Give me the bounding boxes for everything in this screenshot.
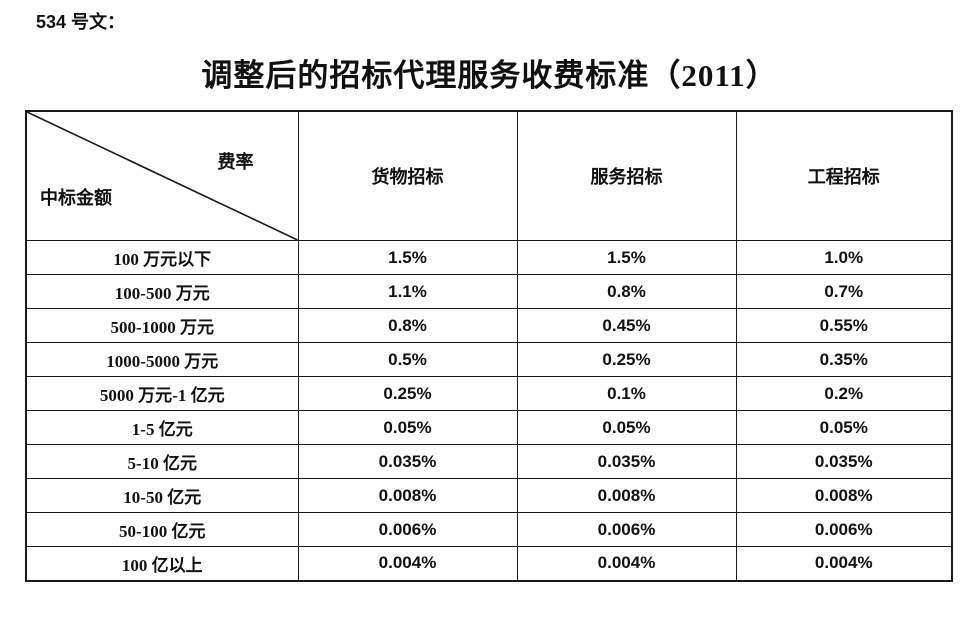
- table-row: 1000-5000 万元 0.5% 0.25% 0.35%: [25, 342, 953, 377]
- table-row: 10-50 亿元 0.008% 0.008% 0.008%: [25, 478, 953, 513]
- rate-cell: 0.05%: [297, 410, 518, 445]
- rate-cell: 0.008%: [735, 478, 953, 513]
- fee-table: 费率 中标金额 货物招标 服务招标 工程招标 100 万元以下 1.5% 1.5…: [25, 110, 953, 582]
- table-row: 100 亿以上 0.004% 0.004% 0.004%: [25, 546, 953, 581]
- rate-cell: 0.035%: [516, 444, 737, 479]
- rate-cell: 0.5%: [297, 342, 518, 377]
- amount-range-cell: 1-5 亿元: [25, 410, 299, 445]
- corner-amount-label: 中标金额: [40, 188, 112, 208]
- table-row: 50-100 亿元 0.006% 0.006% 0.006%: [25, 512, 953, 547]
- doc-number: 534 号文：: [36, 12, 126, 32]
- rate-cell: 0.004%: [297, 546, 518, 581]
- rate-cell: 1.0%: [735, 240, 953, 275]
- rate-cell: 0.008%: [516, 478, 737, 513]
- rate-cell: 0.008%: [297, 478, 518, 513]
- rate-cell: 0.006%: [297, 512, 518, 547]
- rate-cell: 0.1%: [516, 376, 737, 411]
- table-row: 5000 万元-1 亿元 0.25% 0.1% 0.2%: [25, 376, 953, 411]
- rate-cell: 1.5%: [297, 240, 518, 275]
- amount-range-cell: 5000 万元-1 亿元: [25, 376, 299, 411]
- amount-range-cell: 5-10 亿元: [25, 444, 299, 479]
- rate-cell: 0.8%: [516, 274, 737, 309]
- rate-cell: 0.7%: [735, 274, 953, 309]
- amount-range-cell: 100-500 万元: [25, 274, 299, 309]
- table-row: 1-5 亿元 0.05% 0.05% 0.05%: [25, 410, 953, 445]
- column-header-goods-bidding: 货物招标: [297, 110, 518, 241]
- corner-rate-label: 费率: [217, 152, 254, 172]
- rate-cell: 0.55%: [735, 308, 953, 343]
- corner-header-cell: 费率 中标金额: [25, 110, 299, 241]
- table-row: 100 万元以下 1.5% 1.5% 1.0%: [25, 240, 953, 275]
- rate-cell: 0.45%: [516, 308, 737, 343]
- rate-cell: 0.004%: [735, 546, 953, 581]
- amount-range-cell: 500-1000 万元: [25, 308, 299, 343]
- rate-cell: 0.05%: [735, 410, 953, 445]
- rate-cell: 0.05%: [516, 410, 737, 445]
- rate-cell: 0.035%: [297, 444, 518, 479]
- column-header-engineering-bidding: 工程招标: [735, 110, 953, 241]
- rate-cell: 0.006%: [516, 512, 737, 547]
- column-header-service-bidding: 服务招标: [516, 110, 737, 241]
- amount-range-cell: 100 亿以上: [25, 546, 299, 581]
- diagonal-divider-line: [27, 112, 298, 240]
- table-row: 500-1000 万元 0.8% 0.45% 0.55%: [25, 308, 953, 343]
- rate-cell: 0.006%: [735, 512, 953, 547]
- rate-cell: 0.2%: [735, 376, 953, 411]
- header-row: 费率 中标金额 货物招标 服务招标 工程招标: [25, 110, 953, 241]
- rate-cell: 0.25%: [516, 342, 737, 377]
- page-title: 调整后的招标代理服务收费标准（2011）: [201, 58, 778, 93]
- rate-cell: 0.35%: [735, 342, 953, 377]
- amount-range-cell: 10-50 亿元: [25, 478, 299, 513]
- amount-range-cell: 1000-5000 万元: [25, 342, 299, 377]
- amount-range-cell: 50-100 亿元: [25, 512, 299, 547]
- rate-cell: 0.8%: [297, 308, 518, 343]
- rate-cell: 0.25%: [297, 376, 518, 411]
- rate-cell: 0.004%: [516, 546, 737, 581]
- table-row: 5-10 亿元 0.035% 0.035% 0.035%: [25, 444, 953, 479]
- corner-box: 费率 中标金额: [27, 112, 298, 240]
- rate-cell: 0.035%: [735, 444, 953, 479]
- amount-range-cell: 100 万元以下: [25, 240, 299, 275]
- rate-cell: 1.5%: [516, 240, 737, 275]
- table-row: 100-500 万元 1.1% 0.8% 0.7%: [25, 274, 953, 309]
- rate-cell: 1.1%: [297, 274, 518, 309]
